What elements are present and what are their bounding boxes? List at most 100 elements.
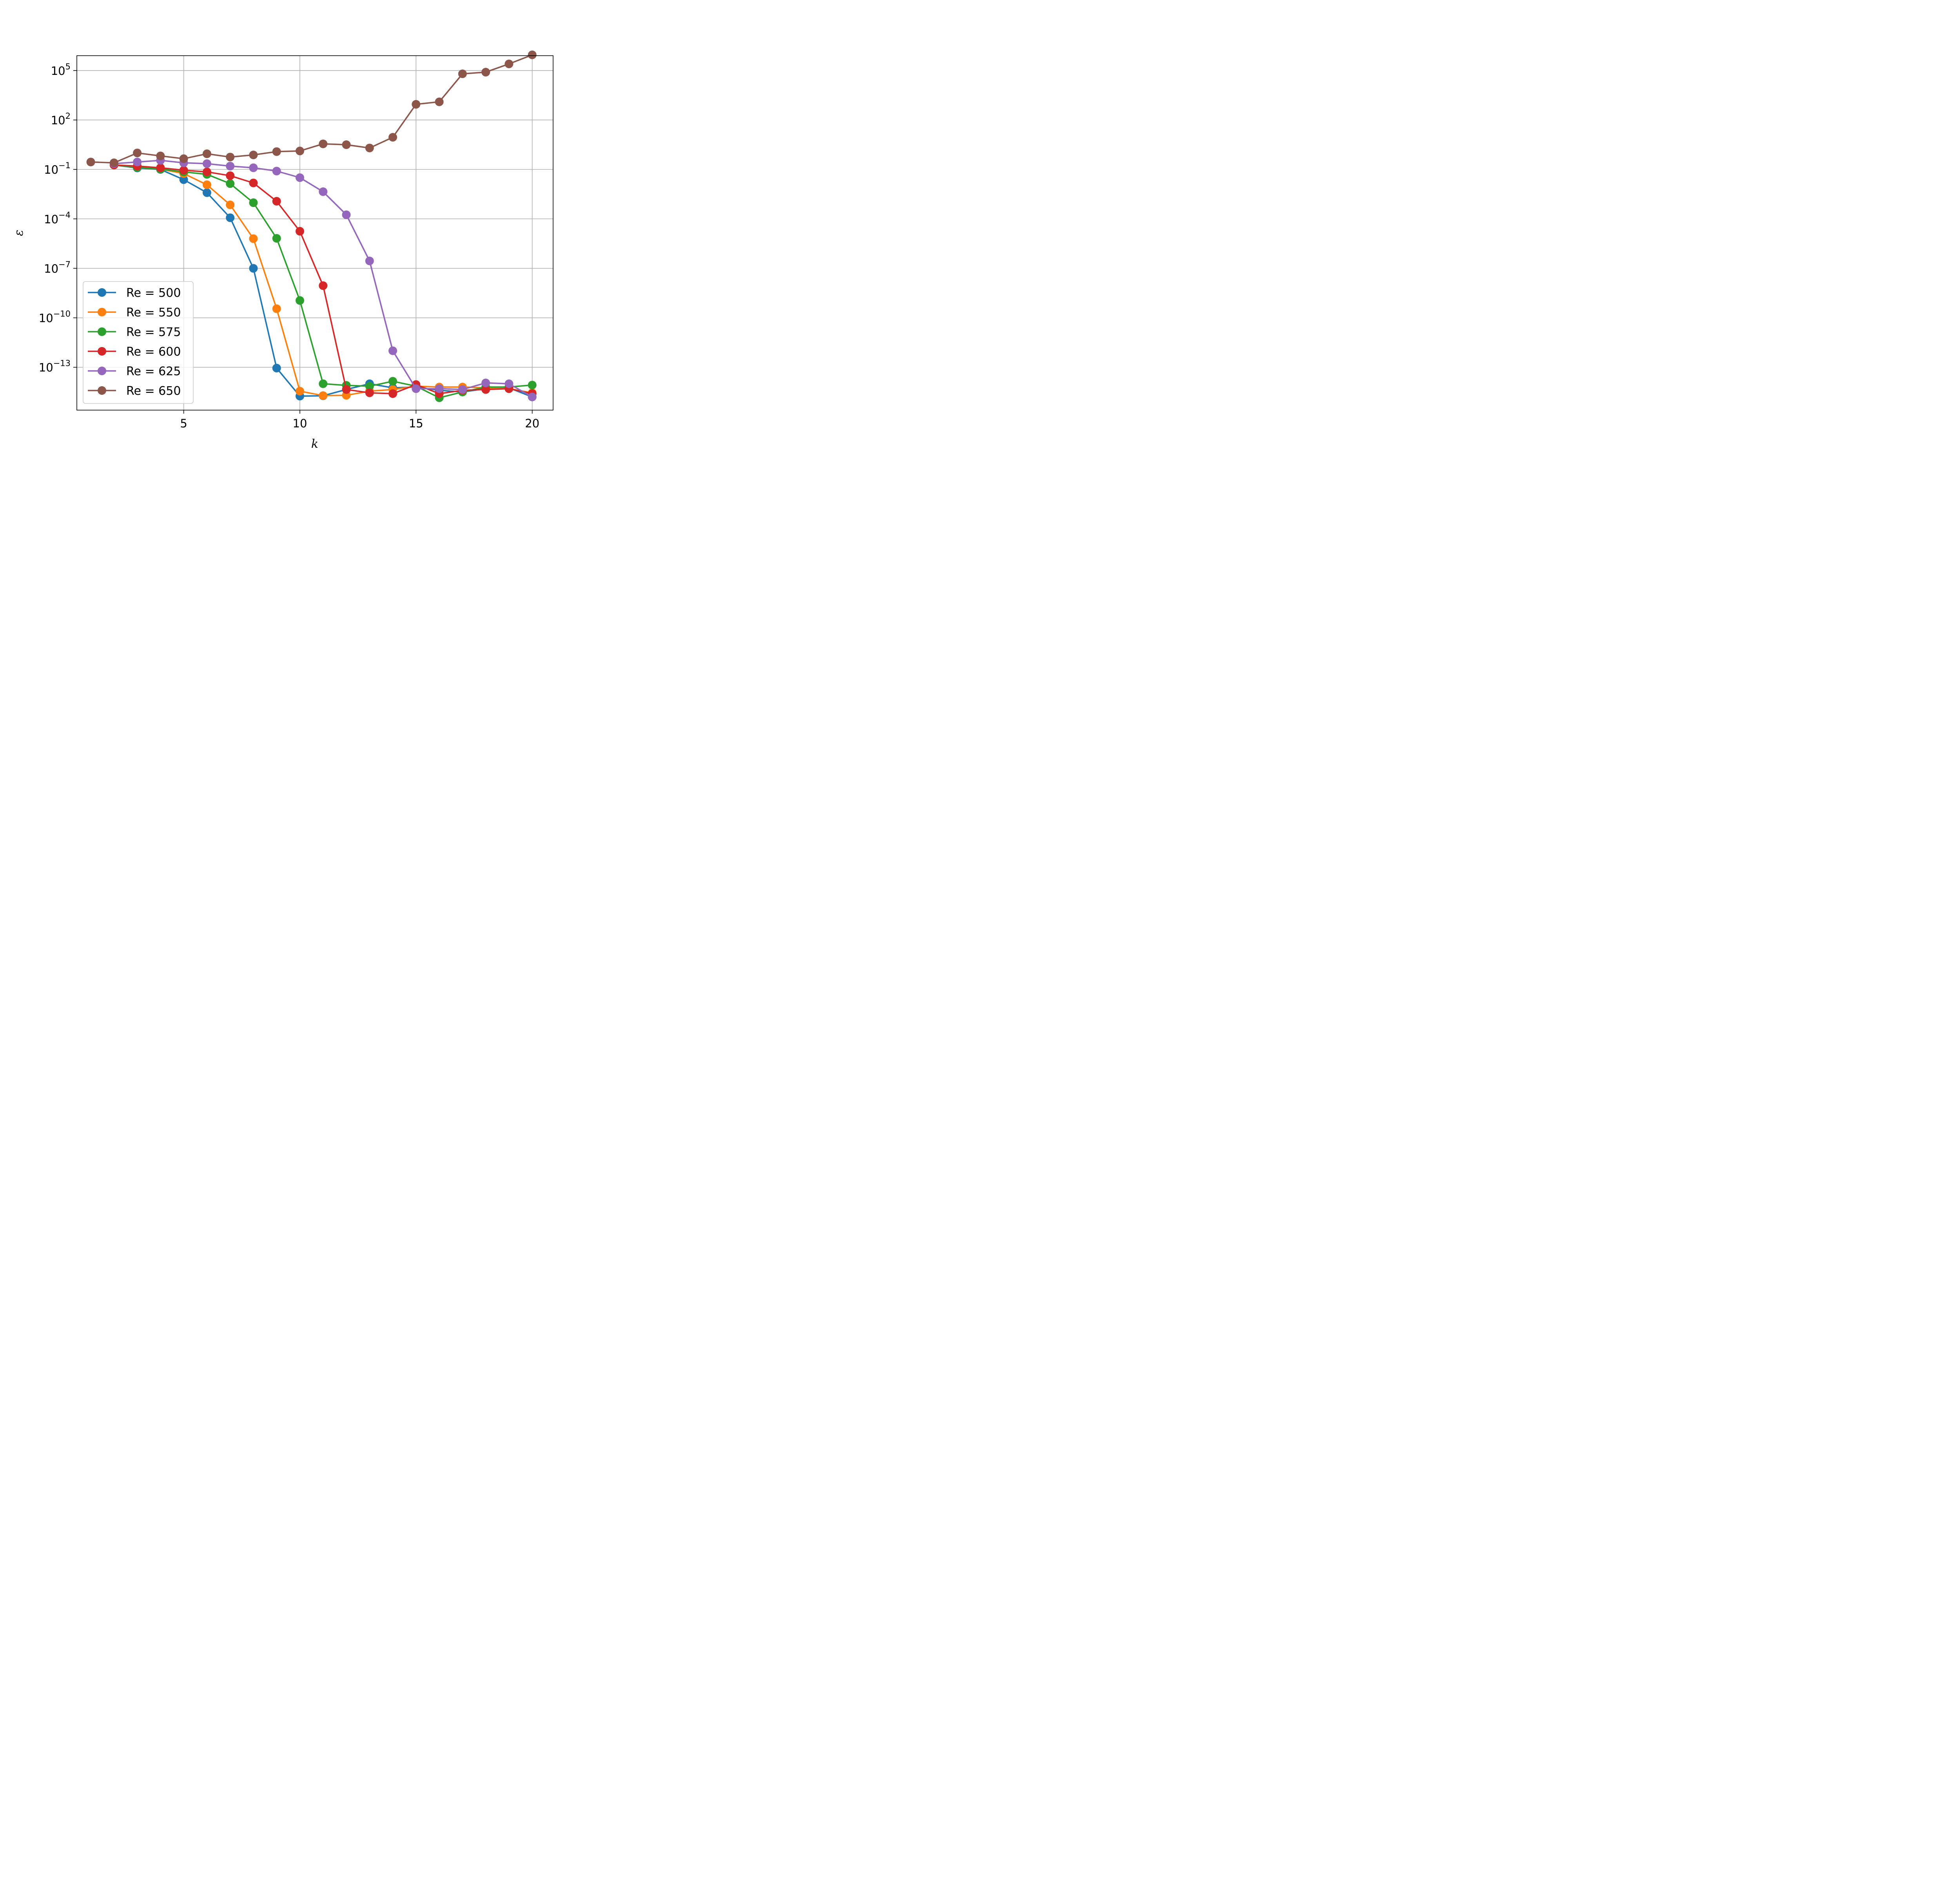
y-tick-label-base: 10: [51, 114, 65, 127]
legend-marker: [98, 347, 106, 356]
y-tick-label-exponent: −4: [58, 210, 71, 220]
y-tick-label-exponent: −10: [53, 309, 71, 319]
data-point: [365, 256, 374, 265]
data-point: [528, 50, 537, 59]
y-tick-label: 10−4: [44, 210, 71, 226]
data-point: [458, 385, 467, 394]
legend-label: Re = 550: [126, 306, 181, 320]
y-tick-label-exponent: 5: [65, 62, 71, 71]
data-point: [412, 384, 421, 393]
data-point: [202, 167, 211, 176]
data-point: [179, 166, 188, 175]
data-point: [249, 234, 258, 243]
data-point: [272, 147, 281, 156]
data-point: [133, 158, 142, 167]
data-point: [109, 158, 118, 167]
legend-label: Re = 600: [126, 345, 181, 359]
x-axis: 5 10 15 20: [180, 410, 539, 430]
data-point: [435, 97, 444, 106]
data-point: [342, 210, 351, 219]
data-point: [249, 163, 258, 172]
data-point: [156, 163, 165, 172]
x-axis-label: k: [311, 437, 318, 451]
data-point: [179, 175, 188, 184]
data-point: [319, 281, 328, 290]
x-tick-label: 15: [409, 417, 423, 430]
data-point: [295, 173, 304, 182]
data-point: [295, 227, 304, 236]
data-point: [505, 60, 514, 69]
legend-item: Re = 600: [88, 345, 181, 359]
data-point: [272, 363, 281, 372]
data-point: [319, 139, 328, 148]
legend-marker: [98, 386, 106, 395]
legend-marker: [98, 367, 106, 375]
series-re-650: [86, 50, 537, 167]
legend-label: Re = 500: [126, 286, 181, 300]
y-tick-label-base: 10: [39, 361, 53, 374]
legend-item: Re = 500: [88, 286, 181, 300]
data-point: [249, 178, 258, 187]
data-point: [388, 377, 397, 386]
y-tick-label-base: 10: [44, 262, 58, 275]
data-point: [388, 346, 397, 355]
y-tick-label: 10−10: [39, 309, 71, 325]
y-tick-label-exponent: −7: [58, 260, 71, 269]
data-point: [226, 153, 235, 162]
data-point: [365, 388, 374, 397]
legend-label: Re = 650: [126, 384, 181, 398]
data-point: [272, 304, 281, 313]
data-point: [202, 180, 211, 189]
y-tick-label: 10−7: [44, 260, 71, 275]
y-tick-label-base: 10: [44, 163, 58, 176]
data-point: [365, 144, 374, 153]
data-point: [342, 385, 351, 394]
data-point: [249, 151, 258, 160]
data-point: [319, 391, 328, 400]
data-point: [272, 234, 281, 243]
legend-item: Re = 625: [88, 365, 181, 378]
x-tick-label: 10: [293, 417, 307, 430]
data-point: [226, 179, 235, 188]
data-point: [226, 213, 235, 222]
data-point: [388, 389, 397, 398]
data-point: [295, 147, 304, 156]
legend-item: Re = 575: [88, 325, 181, 339]
data-point: [272, 197, 281, 206]
data-point: [202, 149, 211, 158]
y-tick-label: 102: [51, 111, 71, 127]
data-point: [86, 158, 95, 167]
legend-label: Re = 575: [126, 325, 181, 339]
data-point: [481, 378, 490, 387]
y-tick-label: 10−13: [39, 359, 71, 374]
legend-marker: [98, 327, 106, 336]
legend-item: Re = 650: [88, 384, 181, 398]
legend-item: Re = 550: [88, 306, 181, 320]
legend-label: Re = 625: [126, 365, 181, 378]
y-tick-label-exponent: 2: [65, 111, 71, 121]
data-point: [435, 384, 444, 393]
legend-marker: [98, 288, 106, 297]
data-point: [249, 198, 258, 207]
data-point: [156, 151, 165, 160]
legend-marker: [98, 308, 106, 316]
data-point: [226, 171, 235, 180]
x-tick-label: 20: [525, 417, 539, 430]
y-axis-label: ε: [12, 230, 26, 236]
series-layer: [86, 50, 537, 402]
data-point: [528, 392, 537, 401]
data-point: [481, 385, 490, 394]
data-point: [249, 264, 258, 273]
y-tick-label: 105: [51, 62, 71, 78]
legend: Re = 500 Re = 550 Re = 575 Re = 600 Re = 625…: [83, 281, 194, 404]
data-point: [295, 296, 304, 305]
data-point: [295, 387, 304, 396]
data-point: [202, 159, 211, 168]
y-tick-label-exponent: −1: [58, 161, 71, 170]
y-tick-label-base: 10: [51, 64, 65, 78]
data-point: [412, 100, 421, 109]
data-point: [272, 167, 281, 176]
data-point: [481, 68, 490, 77]
